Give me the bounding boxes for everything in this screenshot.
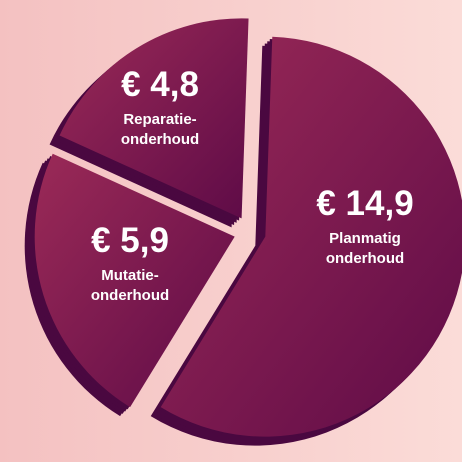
category-label: onderhoud	[91, 287, 169, 304]
slice	[160, 36, 462, 437]
category-label: onderhoud	[326, 250, 404, 267]
category-label: Planmatig	[329, 230, 401, 247]
value-label: € 14,9	[316, 184, 413, 223]
category-label: Reparatie-	[123, 111, 196, 128]
category-label: onderhoud	[121, 131, 199, 148]
slice	[34, 153, 235, 408]
category-label: Mutatie-	[101, 267, 159, 284]
value-label: € 4,8	[121, 65, 199, 104]
slice	[59, 18, 249, 219]
value-label: € 5,9	[91, 221, 169, 260]
